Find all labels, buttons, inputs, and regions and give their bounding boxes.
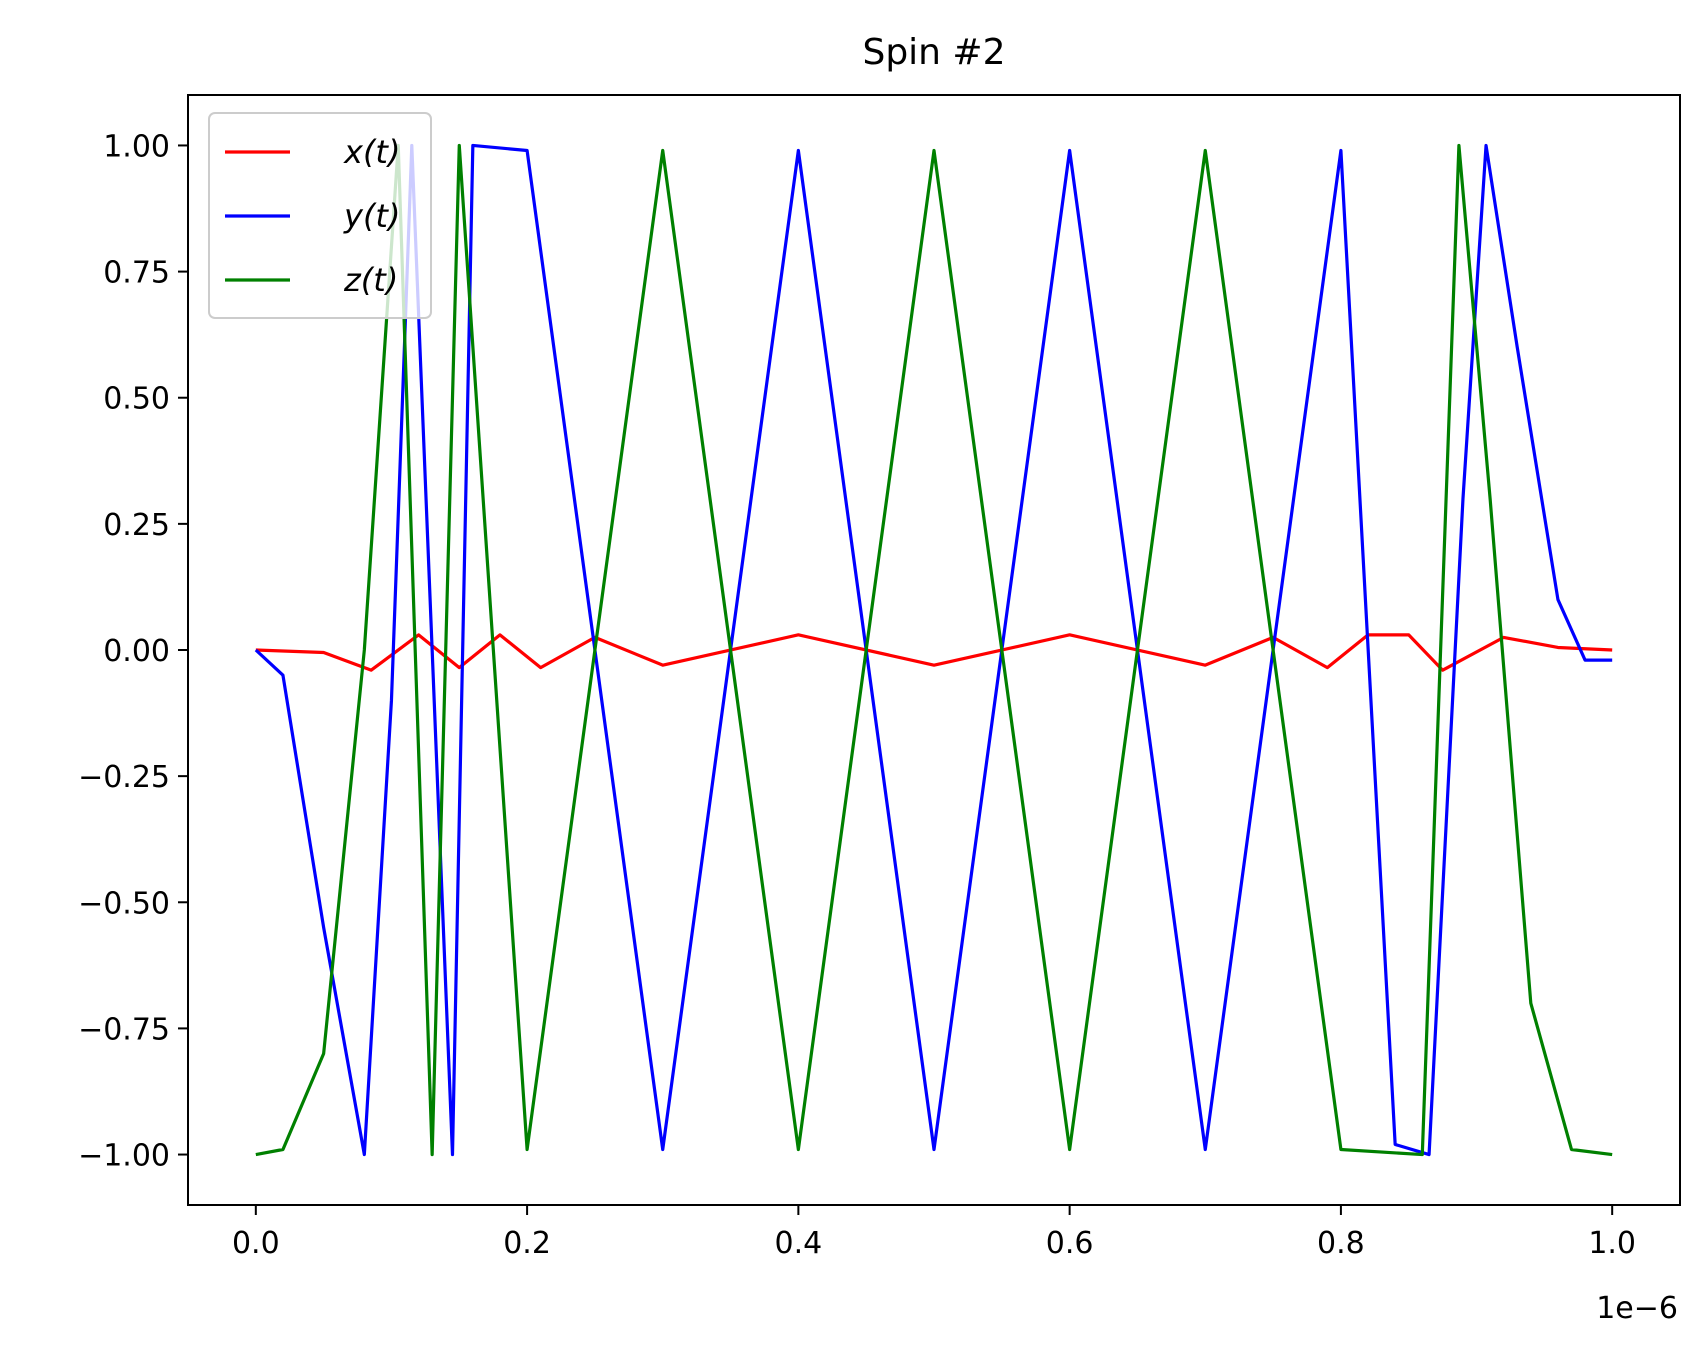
y-axis: 1.00 0.75 0.50 0.25 0.00 −0.25 −0.50 −0.75 −1.00 xyxy=(78,129,188,1174)
x-tick-label: 1.0 xyxy=(1588,1226,1636,1261)
legend-label: y(t) xyxy=(343,197,400,235)
y-tick-label: −1.00 xyxy=(78,1139,170,1174)
y-tick-label: −0.75 xyxy=(78,1012,170,1047)
y-tick-label: 0.75 xyxy=(103,256,170,291)
legend-label: z(t) xyxy=(343,261,398,299)
legend: x(t) y(t) z(t) xyxy=(208,112,432,319)
x-tick-label: 0.4 xyxy=(775,1226,823,1261)
series-line-3 xyxy=(255,143,1613,1157)
x-tick-label: 0.2 xyxy=(503,1226,551,1261)
y-tick-label: 0.00 xyxy=(103,634,170,669)
x-axis-offset-label: 1e−6 xyxy=(1596,1291,1678,1326)
y-tick-label: −0.50 xyxy=(78,886,170,921)
legend-box xyxy=(208,112,432,319)
y-tick-label: 0.50 xyxy=(103,382,170,417)
chart-title: Spin #2 xyxy=(862,32,1005,73)
x-tick-label: 0.8 xyxy=(1317,1226,1365,1261)
y-tick-label: −0.25 xyxy=(78,760,170,795)
y-tick-label: 0.25 xyxy=(103,508,170,543)
series-layer xyxy=(254,143,1613,1157)
legend-label: x(t) xyxy=(343,133,400,171)
x-axis: 0.0 0.2 0.4 0.6 0.8 1.0 xyxy=(232,1205,1636,1261)
x-tick-label: 0.6 xyxy=(1046,1226,1094,1261)
y-tick-label: 1.00 xyxy=(103,129,170,164)
x-tick-label: 0.0 xyxy=(232,1226,280,1261)
